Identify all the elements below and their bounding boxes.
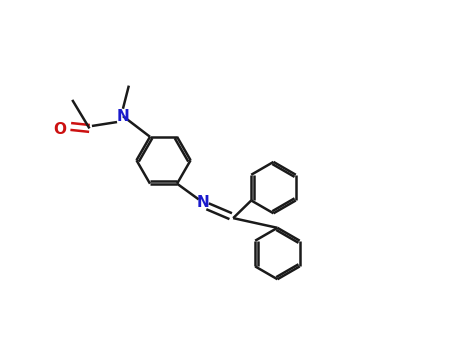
Text: O: O [53, 122, 66, 137]
Text: N: N [196, 195, 209, 210]
Text: N: N [116, 108, 129, 124]
